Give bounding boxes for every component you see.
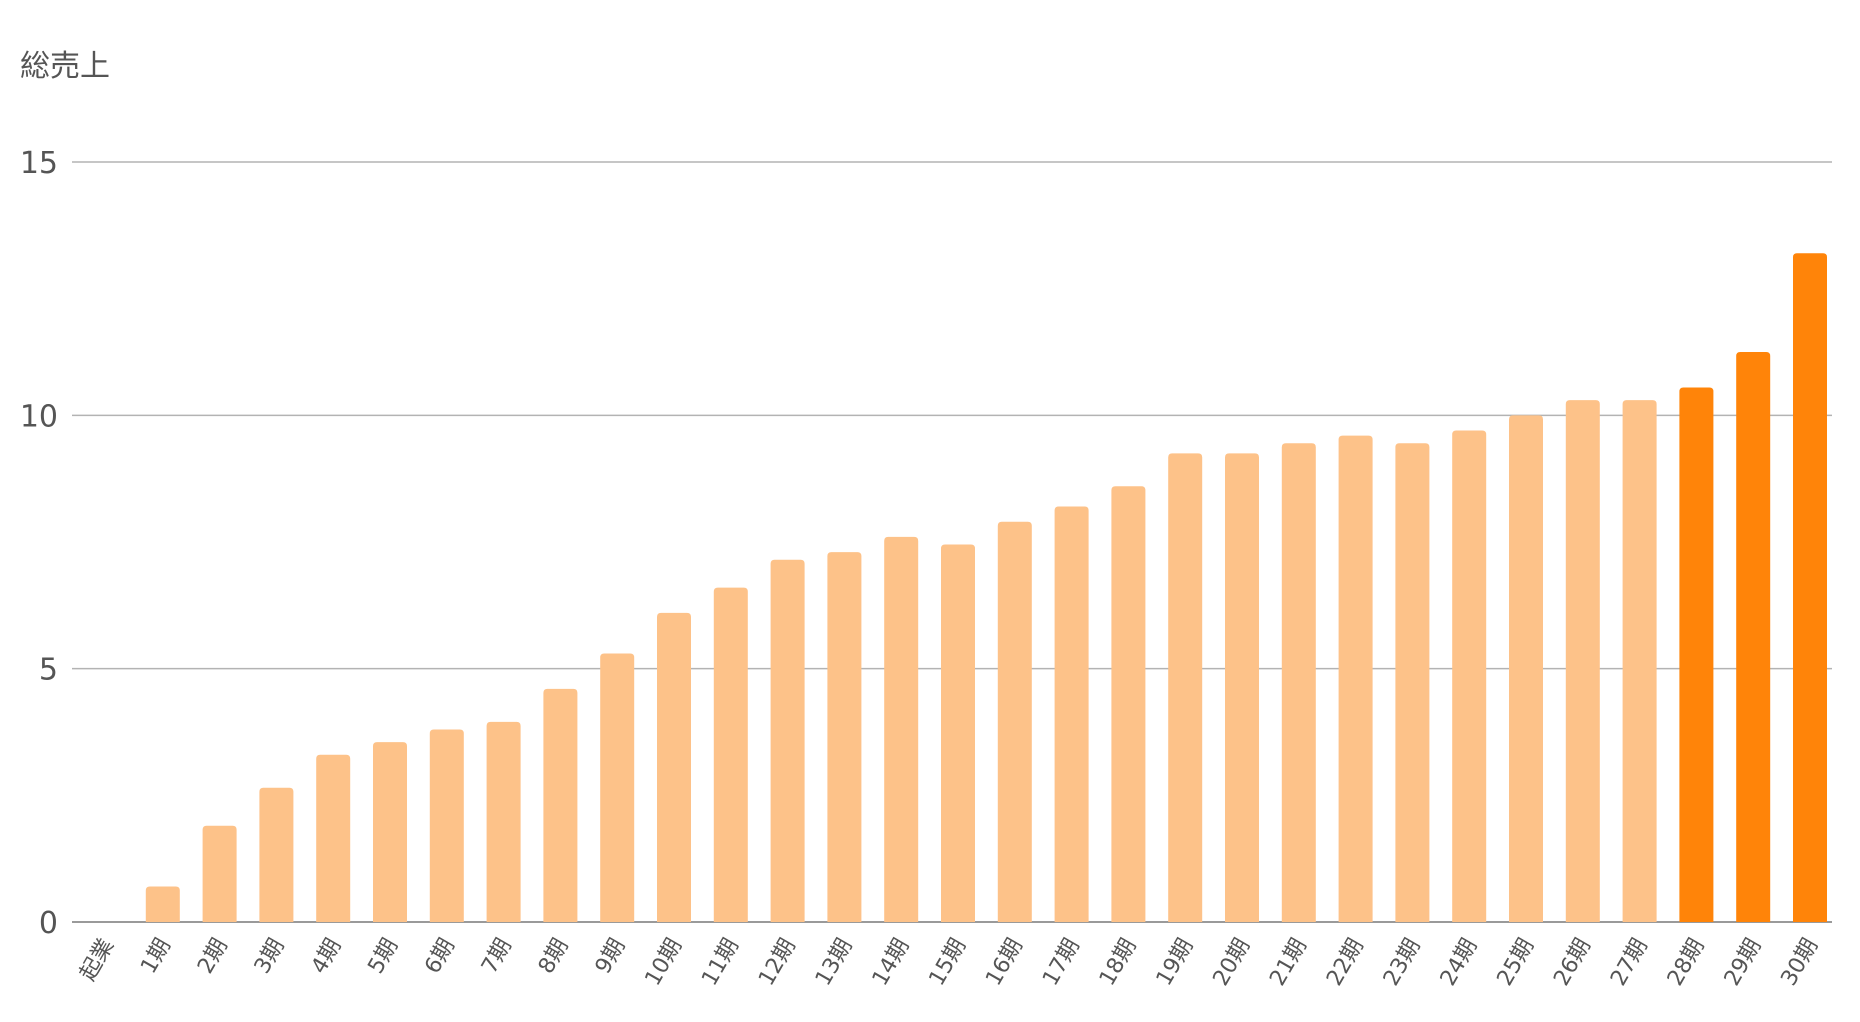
bar-17期	[1054, 506, 1089, 922]
bar-13期	[827, 552, 862, 922]
bar-16期	[997, 521, 1032, 922]
x-tick-label: 8期	[534, 935, 574, 979]
bar-2期	[202, 825, 237, 922]
x-tick-label: 16期	[981, 935, 1028, 991]
x-tick-label: 11期	[697, 935, 744, 991]
bar-5期	[373, 742, 407, 922]
x-tick-label: 5期	[364, 935, 404, 979]
x-tick-label: 9期	[591, 935, 631, 979]
y-tick-label: 0	[39, 906, 58, 941]
bar-23期	[1395, 443, 1430, 922]
x-tick-label: 26期	[1549, 935, 1596, 991]
bar-24期	[1452, 430, 1487, 922]
x-tick-label: 12期	[754, 935, 801, 991]
x-tick-label: 2期	[193, 935, 233, 979]
x-tick-label: 13期	[811, 935, 858, 991]
x-tick-label: 14期	[868, 935, 915, 991]
x-tick-label: 21期	[1265, 935, 1312, 991]
bar-4期	[316, 754, 351, 922]
x-tick-label: 24期	[1436, 935, 1483, 991]
x-tick-label: 25期	[1493, 935, 1540, 991]
x-tick-label: 3期	[250, 935, 290, 979]
y-axis-ticks: 0 5 10 15	[20, 146, 58, 941]
x-tick-label: 23期	[1379, 935, 1426, 991]
bar-22期	[1338, 435, 1373, 922]
bar-1期	[145, 886, 180, 922]
x-tick-label: 30期	[1777, 935, 1824, 991]
bar-30期	[1793, 253, 1827, 922]
bar-10期	[657, 612, 691, 922]
x-tick-label: 起業	[76, 935, 120, 986]
x-tick-label: 10期	[641, 935, 688, 991]
y-axis-title: 総売上	[20, 49, 110, 84]
bar-26期	[1565, 400, 1600, 923]
bar-19期	[1168, 453, 1203, 922]
bar-3期	[259, 787, 294, 922]
bar-29期	[1736, 352, 1771, 922]
bar-9期	[600, 653, 635, 922]
bars	[145, 253, 1827, 923]
bar-15期	[941, 544, 975, 922]
x-tick-label: 17期	[1038, 935, 1085, 991]
bar-12期	[770, 559, 805, 922]
x-tick-label: 4期	[307, 935, 347, 979]
bar-14期	[884, 536, 919, 922]
bar-25期	[1509, 415, 1543, 922]
x-tick-label: 28期	[1663, 935, 1710, 991]
y-tick-label: 10	[20, 399, 58, 434]
bar-27期	[1622, 400, 1657, 923]
x-tick-label: 7期	[477, 935, 517, 979]
x-tick-label: 1期	[136, 935, 176, 979]
bar-28期	[1679, 387, 1714, 922]
x-tick-label: 6期	[420, 935, 460, 979]
bar-20期	[1225, 453, 1259, 922]
bar-7期	[486, 721, 521, 922]
x-tick-label: 18期	[1095, 935, 1142, 991]
x-tick-label: 27期	[1606, 935, 1653, 991]
x-tick-label: 15期	[925, 935, 972, 991]
y-tick-label: 15	[20, 146, 58, 181]
bar-11期	[713, 587, 748, 922]
bar-18期	[1111, 486, 1146, 922]
y-tick-label: 5	[39, 653, 58, 688]
bar-8期	[543, 688, 578, 922]
x-tick-label: 20期	[1209, 935, 1256, 991]
bar-6期	[429, 729, 464, 922]
x-axis-ticks: 起業 1期 2期 3期 4期 5期 6期 7期 8期 9期 10期 11期 12期 13期 14期 15期 16…	[76, 935, 1824, 991]
x-tick-label: 29期	[1720, 935, 1767, 991]
x-tick-label: 22期	[1322, 935, 1369, 991]
x-tick-label: 19期	[1152, 935, 1199, 991]
bar-21期	[1281, 443, 1316, 922]
